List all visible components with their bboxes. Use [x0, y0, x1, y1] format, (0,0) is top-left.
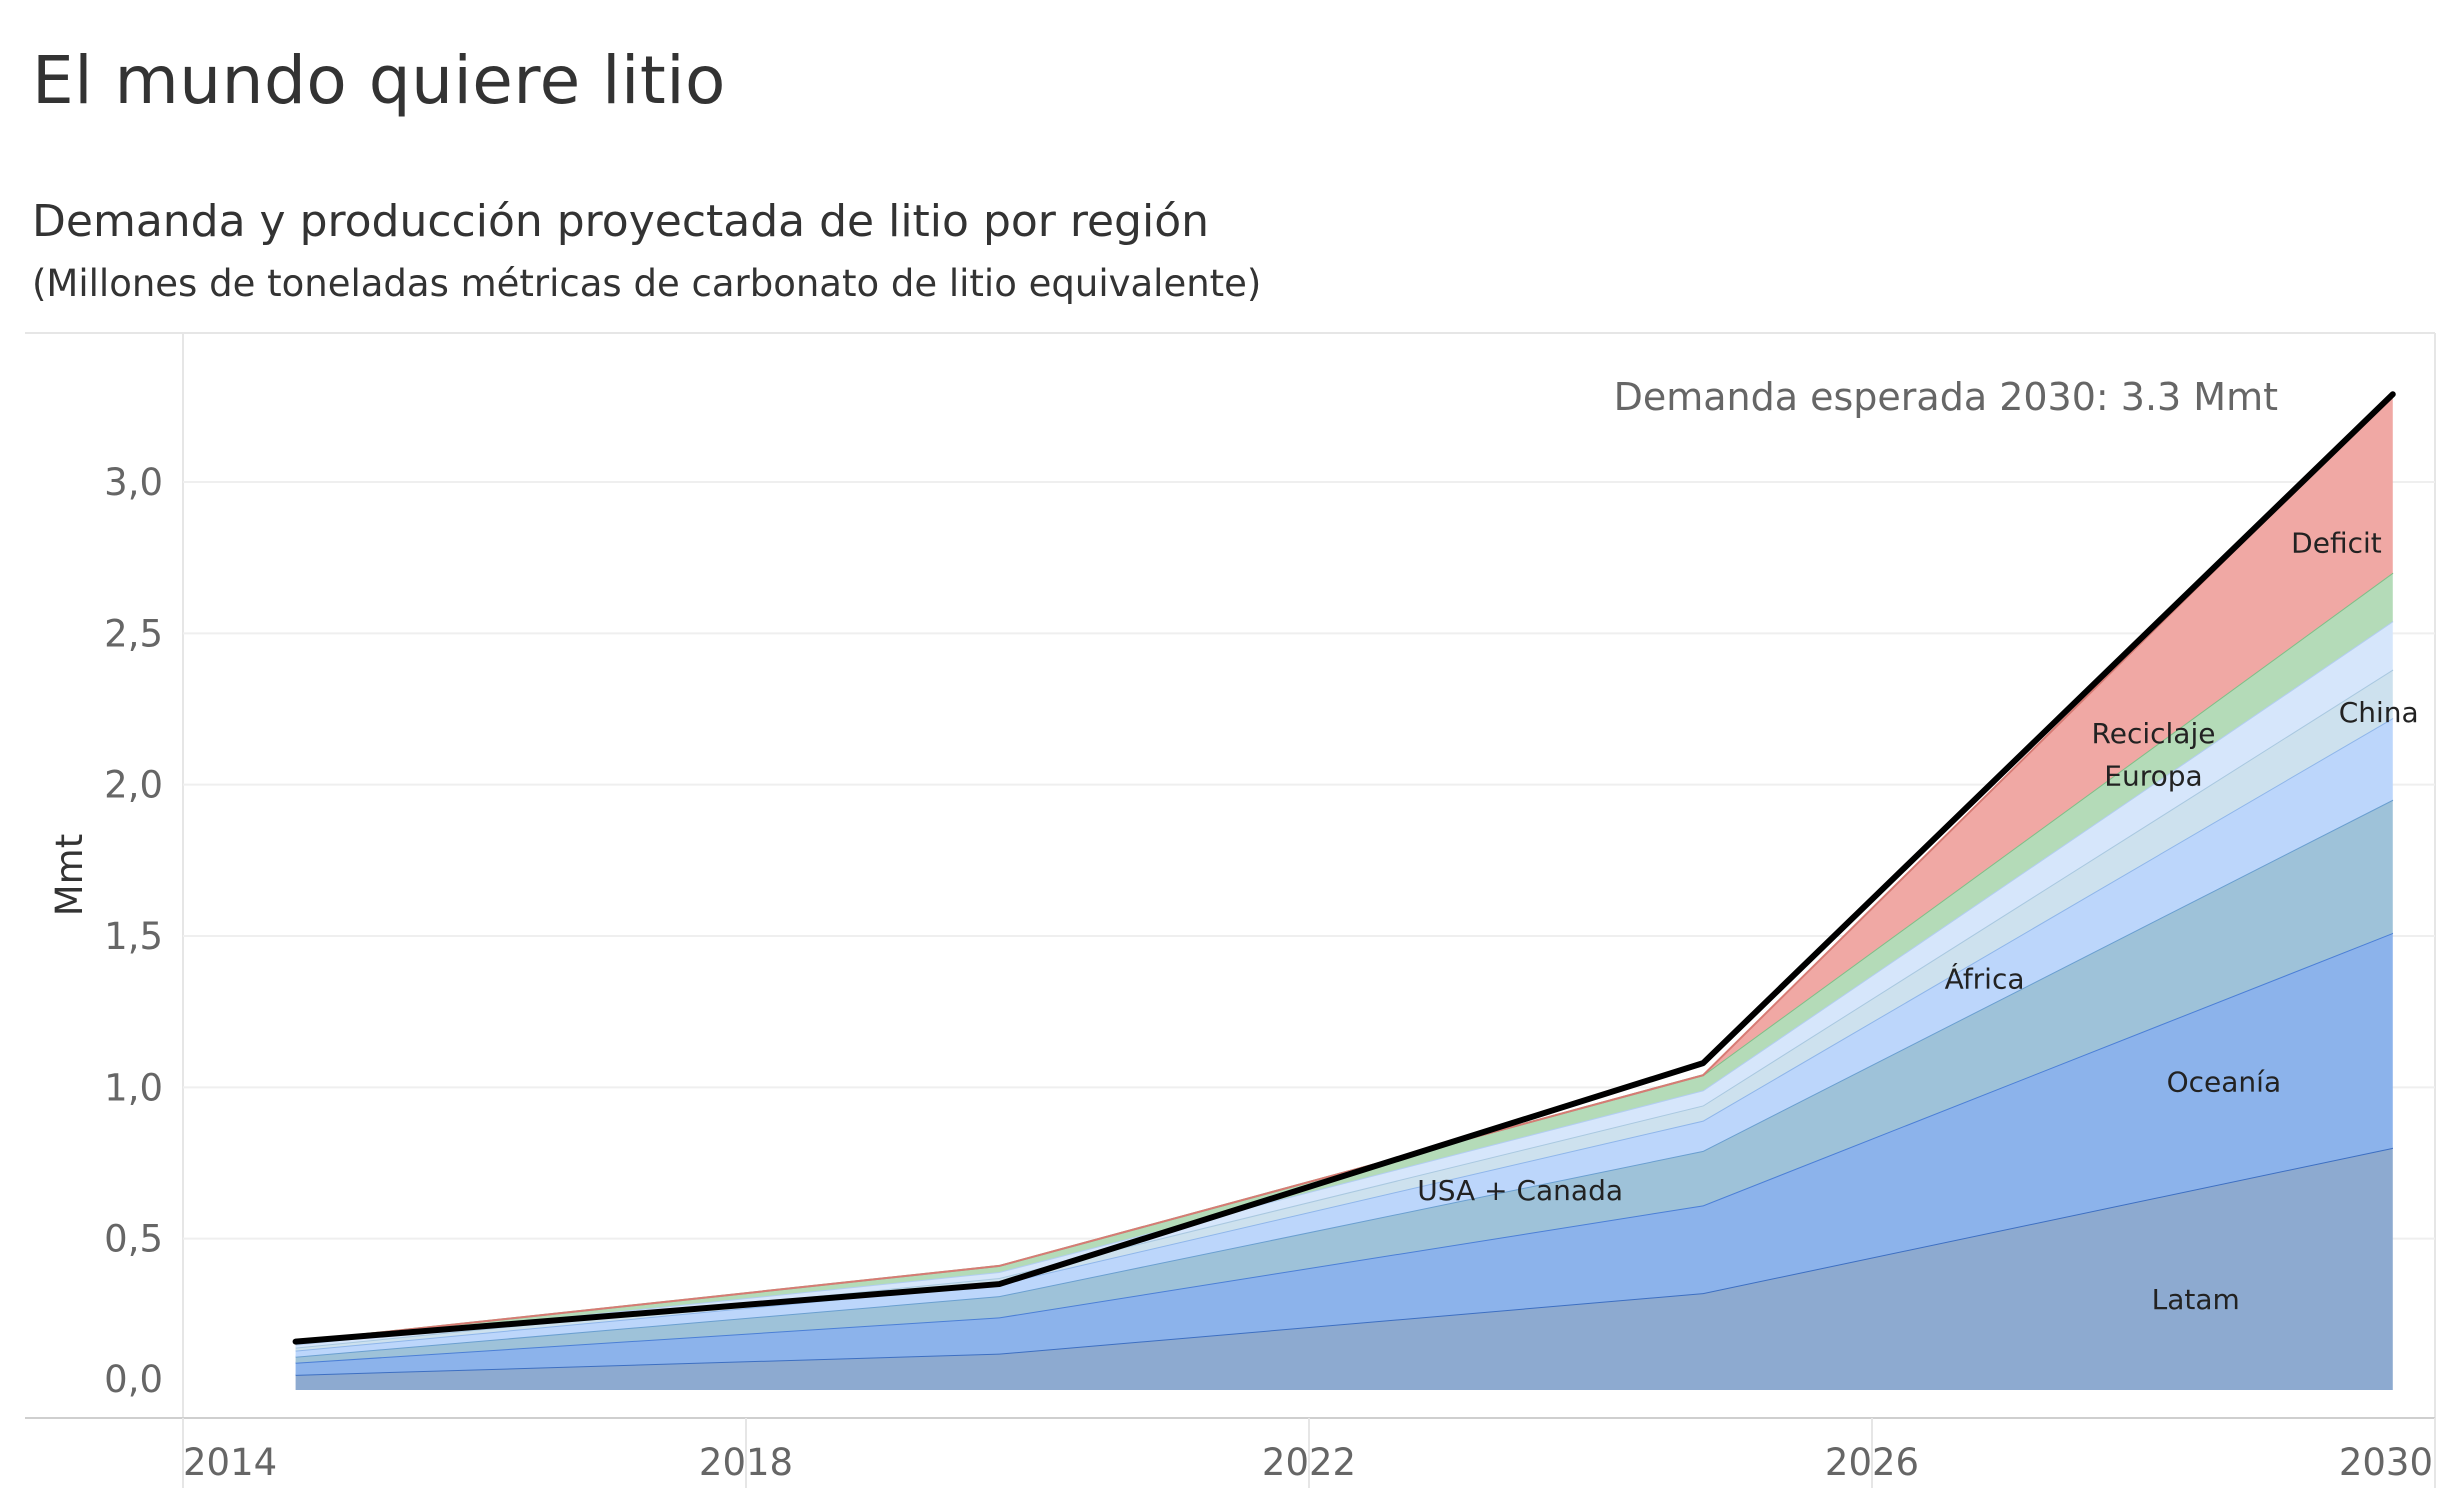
demand-annotation: Demanda esperada 2030: 3.3 Mmt: [1614, 375, 2278, 419]
area-label: Deficit: [2291, 527, 2382, 560]
area-usa-canada: [295, 799, 2393, 1363]
x-tick-label: 2030: [2339, 1441, 2433, 1484]
area-label: África: [1945, 961, 2025, 995]
area-edge-latam: [295, 1146, 2393, 1376]
y-tick-label: 1,5: [104, 915, 163, 958]
chart-units-note: (Millones de toneladas métricas de carbo…: [32, 262, 1262, 305]
x-tick-label: 2022: [1262, 1441, 1356, 1484]
area-latam: [295, 1147, 2393, 1390]
y-tick-label: 1,0: [104, 1066, 163, 1109]
y-tick-label: 0,5: [104, 1218, 163, 1261]
y-tick-label: 2,0: [104, 764, 163, 807]
area-label: China: [2339, 696, 2419, 729]
x-tick-label: 2014: [183, 1441, 277, 1484]
area-label: Oceanía: [2167, 1065, 2282, 1098]
area-label: Europa: [2104, 760, 2202, 793]
chart-subtitle: Demanda y producción proyectada de litio…: [32, 196, 1210, 247]
x-tick-label: 2026: [1825, 1441, 1919, 1484]
y-tick-label: 2,5: [104, 612, 163, 655]
area-label: USA + Canada: [1417, 1174, 1623, 1207]
area-deficit: [295, 394, 2393, 1342]
area-label: Latam: [2152, 1283, 2240, 1316]
y-tick-label: 0,0: [104, 1358, 163, 1401]
page-title: El mundo quiere litio: [32, 42, 726, 119]
demand-line: [292, 391, 2396, 1345]
x-tick-label: 2018: [699, 1441, 793, 1484]
y-axis-title: Mmt: [48, 834, 91, 916]
y-tick-label: 3,0: [104, 461, 163, 504]
area-oceanía: [295, 932, 2393, 1375]
area-label: Reciclaje: [2092, 717, 2216, 750]
